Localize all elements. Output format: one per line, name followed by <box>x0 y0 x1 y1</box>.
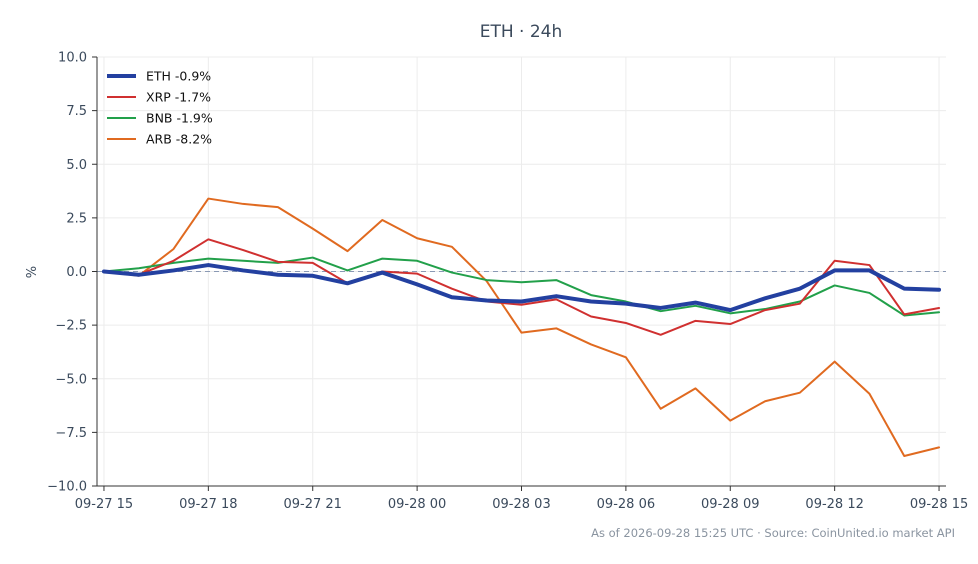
x-tick-label: 09-28 09 <box>701 497 759 512</box>
legend: ETH -0.9% XRP -1.7% BNB -1.9% ARB -8.2% <box>107 69 213 147</box>
legend-label: ARB -8.2% <box>146 132 212 147</box>
series-line-xrp <box>102 238 941 336</box>
y-tick-label: 5.0 <box>66 158 87 173</box>
y-tick-label: −5.0 <box>55 372 87 387</box>
x-ticks: 09-27 15 09-27 18 09-27 21 09-28 00 09-28 03… <box>75 486 968 512</box>
x-tick-label: 09-28 15 <box>910 497 968 512</box>
y-tick-label: −10.0 <box>47 480 87 495</box>
legend-label: ETH -0.9% <box>146 69 211 84</box>
x-tick-label: 09-28 00 <box>388 497 446 512</box>
legend-label: XRP -1.7% <box>146 90 211 105</box>
x-tick-label: 09-28 06 <box>597 497 655 512</box>
series-line-eth <box>101 263 942 313</box>
y-axis-label: % <box>25 266 40 278</box>
x-tick-label: 09-27 21 <box>284 497 342 512</box>
y-tick-label: −7.5 <box>55 426 87 441</box>
series-line-arb <box>102 197 941 457</box>
footer-source: As of 2026-09-28 15:25 UTC · Source: Coi… <box>591 526 955 540</box>
y-tick-label: 0.0 <box>66 265 87 280</box>
series-layer <box>101 197 942 457</box>
series-line-bnb <box>102 256 941 317</box>
x-tick-label: 09-27 18 <box>179 497 237 512</box>
y-tick-label: 10.0 <box>58 51 87 66</box>
y-tick-label: 2.5 <box>66 211 87 226</box>
chart-title: ETH · 24h <box>480 22 563 42</box>
y-tick-label: −2.5 <box>55 319 87 334</box>
x-tick-label: 09-28 03 <box>492 497 550 512</box>
y-tick-label: 7.5 <box>66 104 87 119</box>
y-ticks: 10.0 7.5 5.0 2.5 0.0 −2.5 −5.0 −7.5 −10.0 <box>47 51 97 495</box>
x-tick-label: 09-28 12 <box>805 497 863 512</box>
legend-label: BNB -1.9% <box>146 111 213 126</box>
x-tick-label: 09-27 15 <box>75 497 133 512</box>
